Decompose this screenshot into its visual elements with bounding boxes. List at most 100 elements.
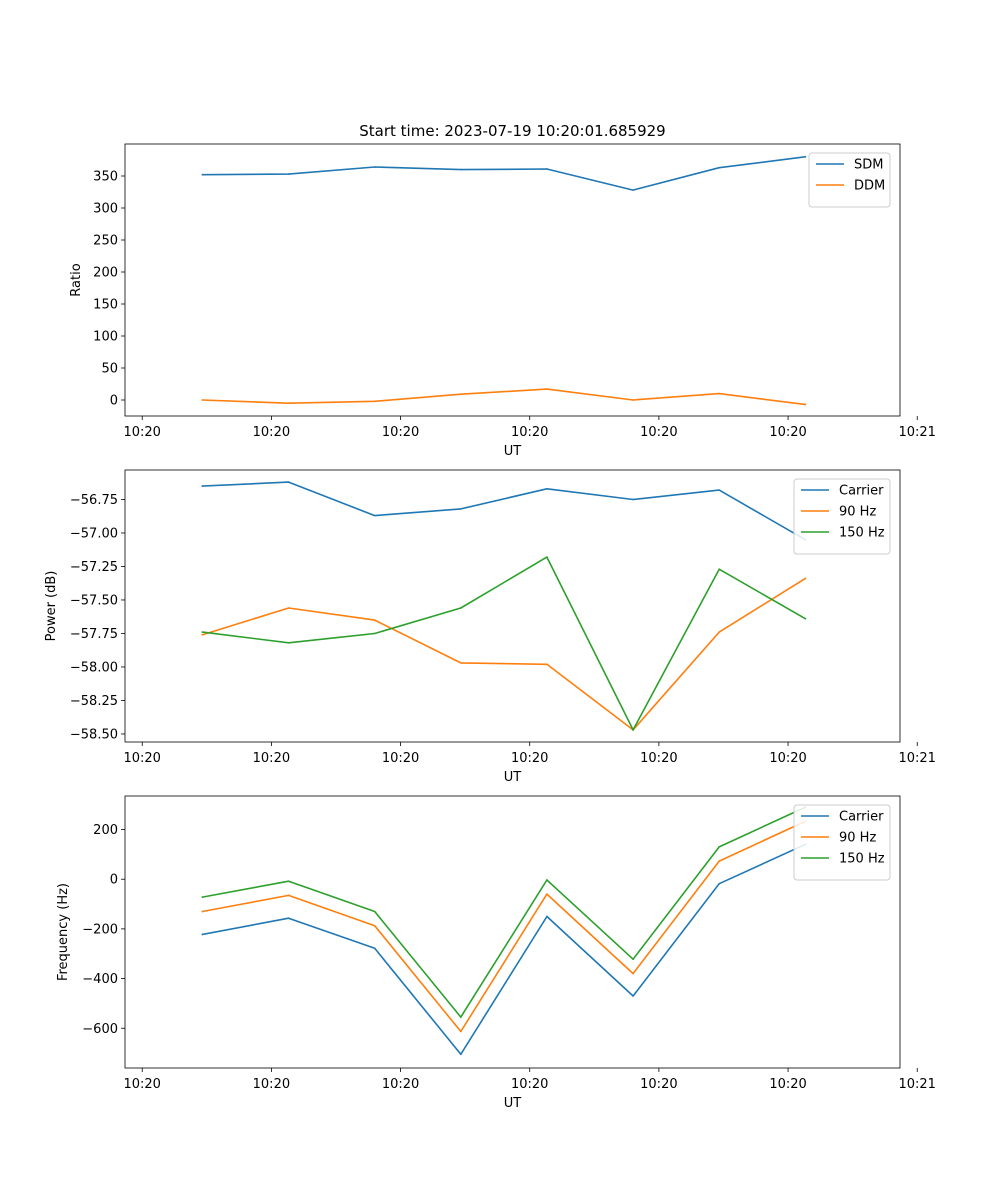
y-tick-label: 250 [93, 234, 118, 249]
data-point [287, 880, 290, 883]
data-point [632, 399, 634, 401]
data-point [718, 860, 720, 862]
legend-box [793, 804, 891, 881]
series-line-150-hz [201, 556, 807, 731]
data-point [718, 392, 720, 395]
data-point [632, 995, 634, 997]
x-axis-label: UT [504, 770, 522, 785]
data-point [201, 399, 204, 401]
data-point [373, 947, 376, 950]
data-point [546, 893, 548, 895]
x-axis-label: UT [504, 444, 522, 459]
data-point [201, 485, 204, 487]
x-tick-label: 10:21 [898, 751, 935, 766]
data-point [201, 910, 204, 913]
legend-entry: 90 Hz [839, 831, 876, 846]
x-tick-label: 10:20 [769, 1077, 806, 1092]
x-tick-label: 10:20 [511, 425, 548, 440]
data-point [546, 487, 548, 490]
data-point [718, 631, 720, 633]
x-tick-label: 10:20 [640, 751, 677, 766]
y-tick-label: 100 [93, 330, 118, 345]
data-point [546, 915, 548, 918]
legend: Carrier 90 Hz 150 Hz [793, 804, 891, 881]
x-tick-label: 10:21 [898, 425, 935, 440]
data-point [287, 607, 290, 609]
series-line-90-hz [201, 577, 807, 731]
axes-frame [124, 795, 901, 1069]
legend-entry: 150 Hz [839, 852, 885, 867]
data-point [373, 514, 376, 517]
y-tick-label: −56.75 [70, 493, 118, 508]
data-point [546, 663, 548, 666]
data-point [460, 607, 462, 609]
data-point [460, 662, 462, 664]
legend-entry: Carrier [839, 484, 884, 499]
x-tick-label: 10:20 [769, 425, 806, 440]
data-point [718, 846, 720, 848]
data-point [546, 556, 548, 558]
legend-box [793, 478, 891, 555]
series-line-carrier [201, 843, 807, 1056]
series-line-sdm [201, 155, 807, 191]
y-tick-label: 50 [101, 362, 118, 377]
data-point [373, 910, 376, 913]
y-axis-label: Power (dB) [44, 571, 59, 642]
data-point [201, 896, 204, 898]
x-tick-label: 10:20 [123, 1077, 160, 1092]
data-point [632, 189, 634, 191]
panel-1: 10:20 10:20 10:20 10:20 10:20 10:20 10:21 0 50 10… [69, 143, 936, 459]
data-point [287, 917, 290, 920]
y-tick-label: 200 [93, 266, 118, 281]
y-tick-label: −58.50 [70, 727, 118, 742]
legend-entry: 90 Hz [839, 505, 876, 520]
y-axis-label: Ratio [69, 263, 84, 296]
data-point [804, 403, 807, 406]
legend: Carrier 90 Hz 150 Hz [793, 478, 891, 555]
x-tick-label: 10:20 [382, 751, 419, 766]
y-tick-label: 300 [93, 202, 118, 217]
y-tick-label: −57.50 [70, 593, 118, 608]
data-point [287, 481, 290, 483]
data-point [546, 168, 548, 170]
data-point [373, 924, 376, 927]
data-point [201, 933, 204, 936]
x-tick-label: 10:20 [511, 1077, 548, 1092]
x-tick-label: 10:20 [123, 425, 160, 440]
data-point [460, 1016, 462, 1018]
data-point [718, 882, 720, 885]
y-tick-label: −57.00 [70, 526, 118, 541]
x-tick-label: 10:20 [123, 751, 160, 766]
data-point [460, 168, 462, 171]
figure-title: Start time: 2023-07-19 10:20:01.685929 [359, 122, 665, 140]
series-line-150-hz [201, 806, 807, 1018]
x-tick-label: 10:20 [382, 1077, 419, 1092]
y-tick-label: −400 [82, 972, 118, 987]
y-tick-label: −600 [82, 1022, 118, 1037]
data-point [201, 173, 204, 176]
data-point [546, 388, 548, 390]
y-tick-label: 200 [93, 823, 118, 838]
y-tick-label: −57.25 [70, 560, 118, 575]
data-point [201, 634, 204, 636]
y-tick-label: 150 [93, 298, 118, 313]
x-tick-label: 10:20 [253, 425, 290, 440]
legend-box [808, 152, 891, 208]
data-point [373, 619, 376, 621]
legend: SDM DDM [808, 152, 891, 208]
x-tick-label: 10:20 [640, 1077, 677, 1092]
data-point [546, 879, 548, 881]
axes-frame [124, 143, 901, 417]
series-line-carrier [201, 481, 807, 541]
y-tick-label: 0 [110, 394, 118, 409]
data-point [460, 1053, 462, 1056]
data-point [373, 400, 376, 403]
data-point [718, 166, 720, 169]
y-tick-label: 350 [93, 170, 118, 185]
x-tick-label: 10:20 [253, 1077, 290, 1092]
x-tick-label: 10:20 [382, 425, 419, 440]
data-point [718, 489, 720, 491]
data-point [460, 1030, 462, 1033]
data-point [201, 631, 204, 633]
data-point [632, 972, 634, 975]
